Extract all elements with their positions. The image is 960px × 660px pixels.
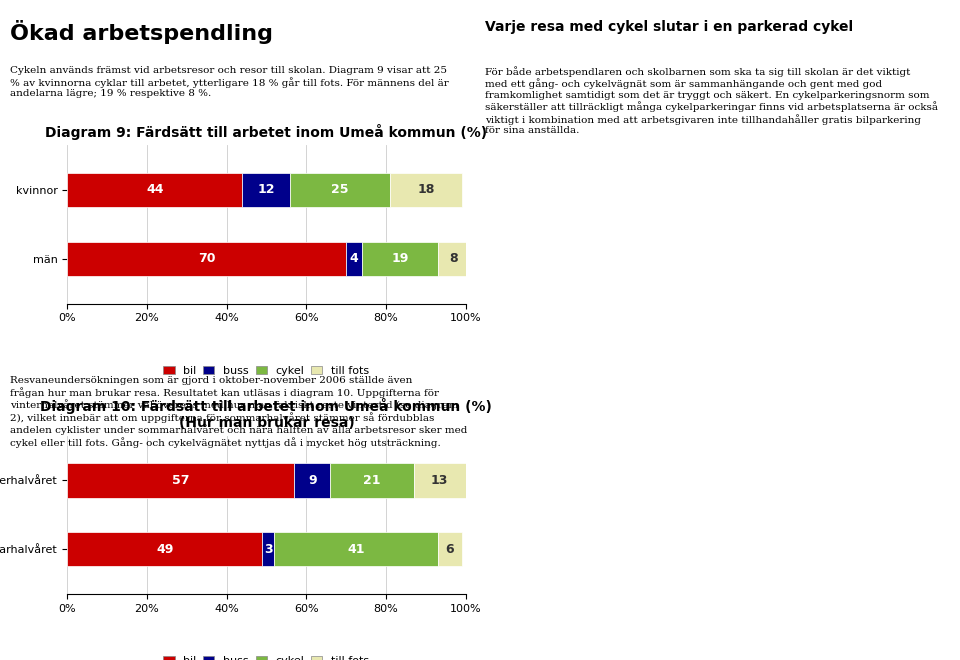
Bar [295, 463, 330, 498]
Text: 25: 25 [331, 183, 348, 197]
Bar [414, 463, 466, 498]
Text: Varje resa med cykel slutar i en parkerad cykel: Varje resa med cykel slutar i en parkera… [485, 20, 852, 34]
Text: 18: 18 [417, 183, 435, 197]
Bar [290, 173, 390, 207]
Title: Diagram 10: Färdsätt till arbetet inom Umeå kommun (%)
(Hur man brukar resa): Diagram 10: Färdsätt till arbetet inom U… [40, 398, 492, 430]
Bar [67, 532, 262, 566]
Bar [390, 173, 462, 207]
Text: 4: 4 [349, 252, 358, 265]
Bar [275, 532, 438, 566]
Bar [330, 463, 414, 498]
Bar [67, 463, 295, 498]
Text: 13: 13 [431, 474, 448, 487]
Text: 44: 44 [146, 183, 163, 197]
Title: Diagram 9: Färdsätt till arbetet inom Umeå kommun (%): Diagram 9: Färdsätt till arbetet inom Um… [45, 124, 488, 140]
Text: 9: 9 [308, 474, 317, 487]
Text: 49: 49 [156, 543, 174, 556]
Text: För både arbetspendlaren och skolbarnen som ska ta sig till skolan är det viktig: För både arbetspendlaren och skolbarnen … [485, 66, 938, 135]
Text: 3: 3 [264, 543, 273, 556]
Text: 8: 8 [449, 252, 458, 265]
Text: 70: 70 [198, 252, 215, 265]
Text: 12: 12 [257, 183, 276, 197]
Bar [438, 242, 469, 276]
Text: Ökad arbetspendling: Ökad arbetspendling [10, 20, 273, 44]
Legend: bil, buss, cykel, till fots: bil, buss, cykel, till fots [159, 652, 373, 660]
Bar [262, 532, 275, 566]
Bar [67, 173, 243, 207]
Bar [362, 242, 438, 276]
Text: Cykeln används främst vid arbetsresor och resor till skolan. Diagram 9 visar att: Cykeln används främst vid arbetsresor oc… [10, 66, 448, 98]
Text: 41: 41 [348, 543, 365, 556]
Legend: bil, buss, cykel, till fots: bil, buss, cykel, till fots [159, 362, 373, 380]
Bar [67, 242, 346, 276]
Bar [438, 532, 462, 566]
Text: 21: 21 [363, 474, 381, 487]
Text: 6: 6 [445, 543, 454, 556]
Text: Resvaneundersökningen som är gjord i oktober-november 2006 ställde även
frågan h: Resvaneundersökningen som är gjord i okt… [10, 376, 467, 448]
Text: 57: 57 [172, 474, 189, 487]
Text: 19: 19 [391, 252, 409, 265]
Bar [346, 242, 362, 276]
Bar [243, 173, 290, 207]
